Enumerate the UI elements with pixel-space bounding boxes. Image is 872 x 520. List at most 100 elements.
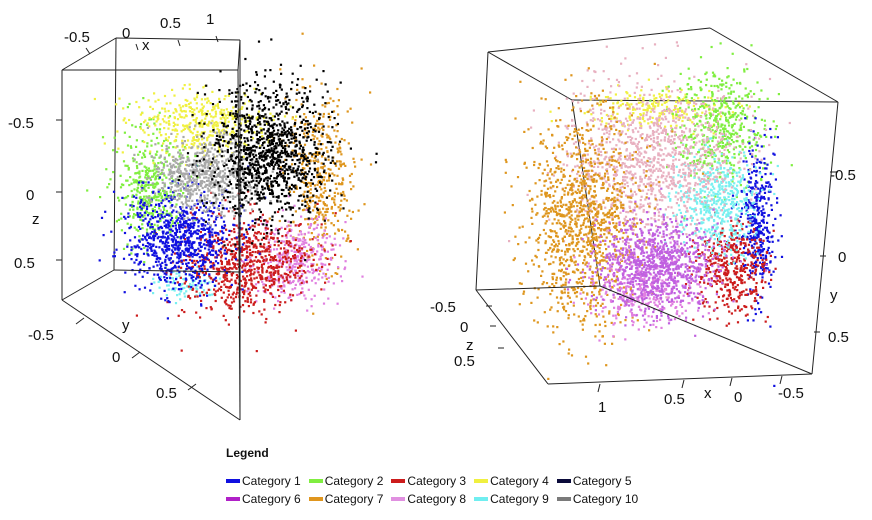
scatter-point bbox=[277, 232, 280, 235]
scatter-point bbox=[301, 291, 304, 294]
scatter-point bbox=[285, 273, 288, 276]
scatter-point bbox=[227, 262, 230, 265]
scatter-point bbox=[188, 247, 191, 250]
scatter-point bbox=[166, 219, 169, 222]
scatter-point bbox=[128, 227, 131, 230]
scatter-point bbox=[206, 139, 209, 142]
scatter-point bbox=[281, 253, 284, 256]
scatter-point bbox=[131, 203, 134, 206]
scatter-point bbox=[298, 270, 301, 273]
scatter-point bbox=[215, 120, 218, 124]
scatter-point bbox=[222, 314, 225, 317]
scatter-point bbox=[279, 168, 282, 171]
scatter-point bbox=[147, 233, 150, 236]
scatter-point bbox=[198, 237, 201, 240]
scatter-point bbox=[294, 256, 297, 259]
scatter-point bbox=[136, 213, 139, 216]
scatter-point bbox=[258, 165, 262, 168]
scatter-point bbox=[221, 113, 224, 116]
scatter-point bbox=[289, 208, 292, 211]
scatter-point bbox=[196, 218, 199, 221]
scatter-point bbox=[149, 232, 152, 235]
scatter-point bbox=[317, 215, 320, 218]
scatter-point bbox=[245, 184, 248, 187]
scatter-point bbox=[167, 120, 171, 123]
scatter-point bbox=[215, 123, 218, 126]
scatter-point bbox=[183, 188, 186, 191]
scatter-point bbox=[279, 161, 282, 164]
scatter-point bbox=[235, 224, 238, 227]
scatter-point bbox=[295, 187, 299, 190]
scatter-point bbox=[185, 160, 188, 163]
scatter-point bbox=[210, 253, 213, 256]
scatter-point bbox=[290, 188, 293, 191]
scatter-point bbox=[218, 134, 221, 137]
scatter-point bbox=[233, 116, 236, 119]
scatter-point bbox=[248, 245, 251, 248]
scatter-point bbox=[167, 146, 170, 149]
scatter-point bbox=[297, 177, 300, 180]
scatter-point bbox=[178, 212, 181, 215]
scatter-point bbox=[171, 165, 174, 168]
scatter-point bbox=[266, 184, 269, 187]
scatter-point bbox=[312, 270, 315, 273]
scatter-point bbox=[287, 145, 290, 148]
scatter-point bbox=[169, 224, 173, 227]
scatter-point bbox=[194, 118, 198, 121]
scatter-point bbox=[322, 235, 325, 238]
scatter-point bbox=[194, 188, 197, 191]
scatter-point bbox=[249, 256, 252, 259]
scatter-point bbox=[144, 171, 148, 174]
scatter-point bbox=[212, 129, 215, 132]
scatter-point bbox=[300, 291, 303, 294]
scatter-point bbox=[203, 261, 206, 264]
scatter-point bbox=[216, 122, 219, 125]
scatter-point bbox=[130, 182, 133, 185]
scatter-point bbox=[272, 80, 275, 83]
scatter-point bbox=[202, 223, 205, 226]
scatter-point bbox=[193, 279, 196, 282]
scatter-point bbox=[298, 152, 301, 155]
scatter-point bbox=[258, 172, 261, 175]
scatter-point bbox=[158, 128, 162, 131]
scatter-point bbox=[214, 104, 217, 107]
scatter-point bbox=[147, 133, 150, 137]
scatter-point bbox=[294, 210, 297, 213]
scatter-point bbox=[119, 186, 123, 189]
scatter-point bbox=[217, 204, 221, 207]
scatter-point bbox=[287, 231, 290, 234]
scatter-point bbox=[122, 257, 126, 260]
scatter-point bbox=[231, 115, 234, 118]
scatter-point bbox=[287, 281, 290, 284]
scatter-point bbox=[301, 240, 304, 243]
scatter-point bbox=[294, 140, 297, 143]
scatter-point bbox=[210, 173, 213, 176]
scatter-point bbox=[169, 188, 172, 191]
scatter-point bbox=[283, 272, 286, 275]
scatter-point bbox=[324, 275, 327, 278]
scatter-point bbox=[208, 189, 211, 192]
scatter-point bbox=[242, 169, 245, 172]
scatter-point bbox=[177, 244, 180, 247]
scatter-point bbox=[161, 216, 164, 219]
scatter-point bbox=[298, 249, 301, 252]
scatter-point bbox=[208, 275, 211, 278]
scatter-point bbox=[246, 270, 249, 273]
scatter-point bbox=[191, 146, 194, 149]
scatter-point bbox=[307, 135, 310, 138]
scatter-point bbox=[180, 116, 183, 119]
scatter-point bbox=[249, 226, 252, 229]
scatter-point bbox=[209, 276, 212, 279]
scatter-point bbox=[230, 283, 233, 286]
scatter-point bbox=[239, 212, 242, 215]
scatter-point bbox=[309, 152, 312, 155]
scatter-point bbox=[199, 123, 202, 127]
scatter-point bbox=[277, 129, 280, 132]
scatter-point bbox=[201, 269, 204, 272]
scatter-point bbox=[226, 243, 229, 246]
scatter-point bbox=[265, 270, 268, 274]
scatter-point bbox=[226, 296, 229, 299]
scatter-point bbox=[244, 264, 247, 267]
scatter-point bbox=[241, 304, 245, 307]
scatter-point bbox=[189, 246, 192, 249]
